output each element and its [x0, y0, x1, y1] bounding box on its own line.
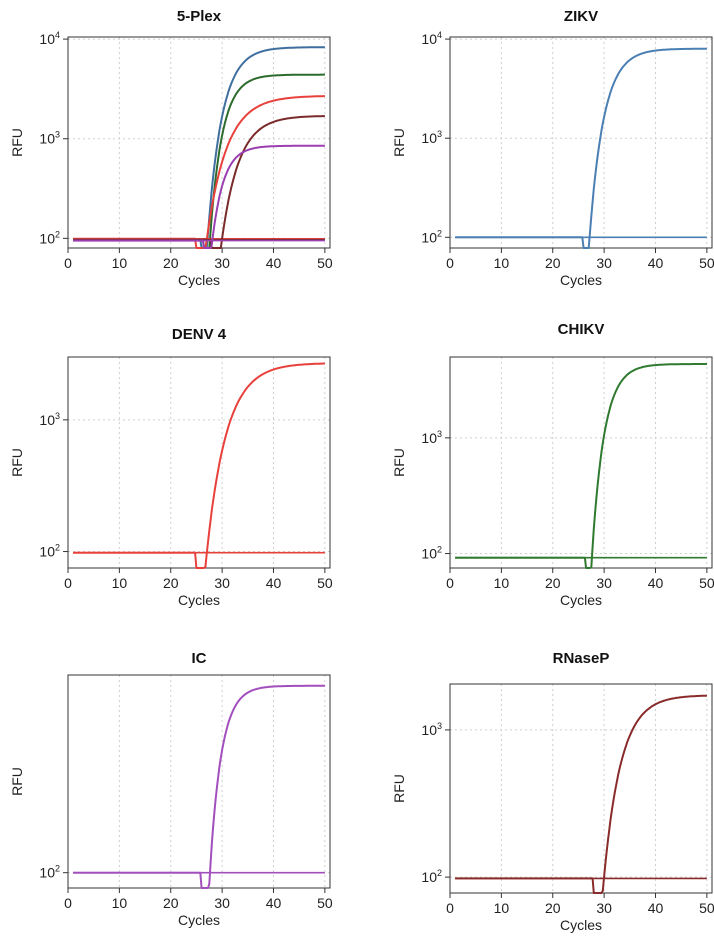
- series-curve: [73, 684, 325, 889]
- x-tick-label: 0: [64, 895, 72, 911]
- y-axis-label: RFU: [9, 448, 25, 477]
- y-tick-label: 102: [39, 543, 60, 560]
- x-tick-label: 10: [494, 255, 510, 271]
- x-tick-label: 20: [163, 575, 179, 591]
- x-tick-label: 30: [214, 575, 230, 591]
- plot-frame: [67, 36, 331, 249]
- chart-title: IC: [192, 650, 207, 667]
- x-axis-label: Cycles: [560, 917, 602, 933]
- panel-5: IC 0 10 20 30 40 50 102 Cycles RFU: [9, 650, 333, 928]
- y-tick-label: 103: [421, 721, 442, 738]
- x-tick-label: 50: [317, 895, 333, 911]
- x-axis-label: Cycles: [178, 592, 220, 608]
- x-tick-label: 50: [699, 255, 714, 271]
- y-tick-label: 102: [421, 228, 442, 245]
- series-curve: [73, 115, 325, 249]
- chart-title: DENV 4: [172, 326, 227, 343]
- plot-frame: [449, 36, 713, 249]
- y-axis-label: RFU: [391, 774, 407, 803]
- y-tick-label: 104: [421, 30, 442, 47]
- x-tick-label: 30: [214, 895, 230, 911]
- x-axis-label: Cycles: [560, 592, 602, 608]
- x-tick-label: 0: [64, 255, 72, 271]
- chart-title: 5-Plex: [177, 8, 222, 25]
- chart-title: CHIKV: [558, 321, 605, 338]
- series-curve: [73, 73, 325, 249]
- x-axis-label: Cycles: [560, 272, 602, 288]
- x-tick-label: 20: [163, 255, 179, 271]
- chart-title: ZIKV: [564, 8, 598, 25]
- y-tick-label: 104: [39, 30, 60, 47]
- series-curve: [73, 144, 325, 249]
- y-tick-label: 102: [421, 545, 442, 562]
- x-tick-label: 40: [266, 895, 282, 911]
- plot-frame: [67, 356, 331, 569]
- x-tick-label: 40: [648, 575, 664, 591]
- plot-frame: [67, 674, 331, 889]
- y-tick-label: 103: [421, 129, 442, 146]
- x-tick-label: 0: [446, 575, 454, 591]
- y-tick-label: 102: [39, 864, 60, 881]
- x-tick-label: 40: [266, 255, 282, 271]
- x-tick-label: 20: [545, 575, 561, 591]
- series-curve: [455, 694, 707, 894]
- x-axis-label: Cycles: [178, 912, 220, 928]
- series-curve: [455, 363, 707, 569]
- y-axis-label: RFU: [9, 767, 25, 796]
- x-tick-label: 40: [266, 575, 282, 591]
- x-tick-label: 50: [317, 575, 333, 591]
- series-curve: [73, 46, 325, 249]
- x-tick-label: 10: [494, 575, 510, 591]
- x-tick-label: 20: [163, 895, 179, 911]
- panel-3: DENV 4 0 10 20 30 40 50 102 103 Cycles RFU: [9, 326, 333, 608]
- x-tick-label: 20: [545, 255, 561, 271]
- x-tick-label: 40: [648, 900, 664, 916]
- y-tick-label: 102: [421, 868, 442, 885]
- x-tick-label: 50: [699, 575, 714, 591]
- x-tick-label: 40: [648, 255, 664, 271]
- panel-6: RNaseP 0 10 20 30 40 50 102 103 Cycles RFU: [391, 650, 714, 933]
- series-curve: [73, 362, 325, 569]
- panel-2: ZIKV 0 10 20 30 40 50 102 103 104 Cycles RFU: [391, 8, 714, 288]
- x-tick-label: 10: [112, 255, 128, 271]
- y-tick-label: 103: [39, 411, 60, 428]
- y-tick-label: 103: [39, 130, 60, 147]
- x-axis-label: Cycles: [178, 272, 220, 288]
- y-axis-label: RFU: [9, 128, 25, 157]
- panel-4: CHIKV 0 10 20 30 40 50 102 103 Cycles RFU: [391, 321, 714, 608]
- y-axis-label: RFU: [391, 128, 407, 157]
- panel-1: 5-Plex 0 10 20 30 40 50 102 103 104 Cycles RFU: [9, 8, 333, 288]
- y-tick-label: 102: [39, 229, 60, 246]
- x-tick-label: 30: [596, 255, 612, 271]
- x-tick-label: 10: [112, 575, 128, 591]
- series-curve: [455, 47, 707, 249]
- x-tick-label: 10: [494, 900, 510, 916]
- y-axis-label: RFU: [391, 448, 407, 477]
- x-tick-label: 0: [446, 900, 454, 916]
- x-tick-label: 30: [214, 255, 230, 271]
- x-tick-label: 50: [699, 900, 714, 916]
- plot-frame: [449, 683, 713, 894]
- x-tick-label: 0: [64, 575, 72, 591]
- x-tick-label: 10: [112, 895, 128, 911]
- x-tick-label: 0: [446, 255, 454, 271]
- plot-frame: [449, 356, 713, 569]
- x-tick-label: 50: [317, 255, 333, 271]
- x-tick-label: 30: [596, 900, 612, 916]
- y-tick-label: 103: [421, 429, 442, 446]
- chart-title: RNaseP: [553, 650, 610, 667]
- x-tick-label: 30: [596, 575, 612, 591]
- x-tick-label: 20: [545, 900, 561, 916]
